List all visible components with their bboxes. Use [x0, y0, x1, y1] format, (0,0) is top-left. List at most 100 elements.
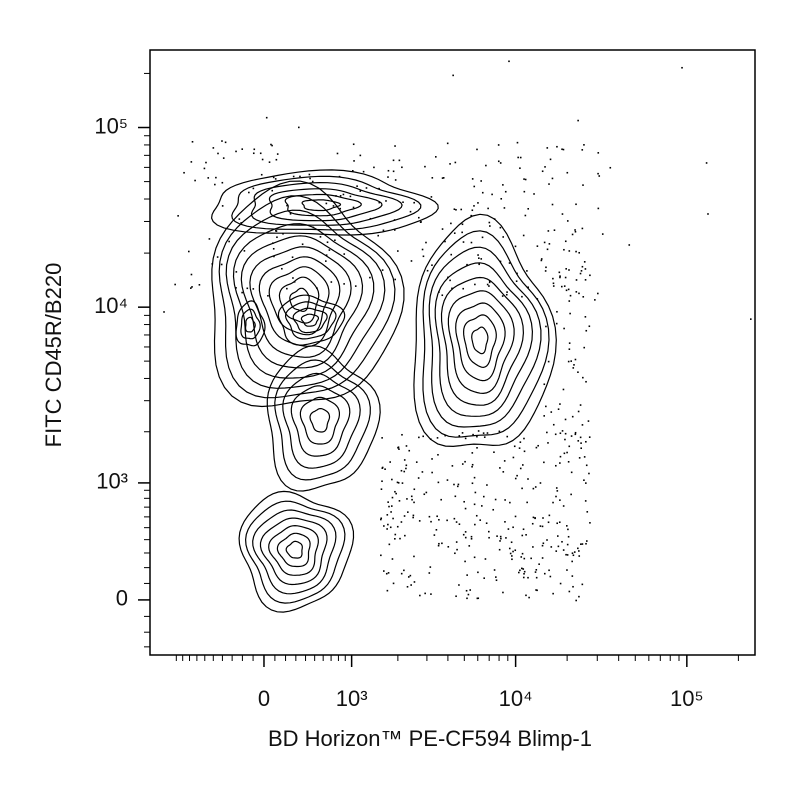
event-dot: [503, 207, 506, 209]
contour-line: [210, 169, 439, 236]
event-dot: [378, 201, 381, 204]
event-dot: [235, 287, 237, 289]
event-dot: [423, 493, 426, 496]
event-dot: [567, 535, 570, 538]
event-dot: [391, 496, 394, 499]
contour-line: [284, 193, 362, 217]
event-dot: [325, 202, 328, 205]
event-dot: [389, 461, 391, 463]
contour-line: [266, 345, 381, 492]
y-tick-label: 10⁴: [94, 293, 128, 318]
event-dot: [400, 521, 403, 523]
event-dot: [454, 495, 457, 498]
event-dot: [455, 541, 458, 543]
event-dot: [582, 184, 584, 186]
plot-frame: [149, 49, 756, 656]
event-dot: [585, 542, 587, 545]
event-dot: [385, 572, 388, 575]
event-dot: [286, 287, 288, 290]
event-dot: [522, 568, 525, 570]
event-dot: [208, 238, 211, 240]
event-dot: [535, 576, 538, 579]
contour-line: [276, 532, 311, 568]
event-dot: [525, 534, 527, 536]
event-dot: [384, 468, 386, 471]
event-dot: [609, 166, 612, 169]
event-dot: [410, 495, 413, 498]
event-dot: [228, 240, 230, 243]
event-dot: [393, 229, 396, 231]
event-dot: [480, 258, 483, 260]
event-dot: [433, 534, 436, 536]
event-dot: [589, 274, 591, 277]
event-dot: [562, 549, 565, 551]
event-dot: [526, 501, 528, 504]
event-dot: [272, 247, 275, 250]
event-dot: [539, 482, 542, 484]
event-dot: [467, 593, 470, 596]
event-dot: [356, 185, 358, 187]
event-dot: [563, 285, 566, 287]
event-dot: [549, 575, 552, 578]
event-dot: [515, 280, 518, 283]
event-dot: [396, 525, 399, 528]
event-dot: [559, 275, 561, 277]
contour-line: [300, 313, 319, 327]
contour-line: [290, 385, 351, 457]
event-dot: [519, 156, 522, 159]
event-dot: [267, 294, 269, 297]
event-dot: [241, 291, 243, 294]
event-dot: [437, 453, 439, 456]
event-dot: [563, 248, 565, 251]
event-dot: [584, 279, 587, 281]
event-dot: [451, 465, 454, 467]
event-dot: [270, 143, 272, 146]
event-dot: [502, 184, 504, 186]
contour-line: [225, 209, 386, 389]
event-dot: [505, 293, 508, 296]
event-dot: [471, 463, 474, 466]
x-tick-label: 10⁵: [670, 686, 704, 711]
event-dot: [534, 571, 537, 573]
event-dot: [555, 550, 558, 552]
event-dot: [485, 522, 488, 525]
event-dot: [311, 180, 314, 183]
event-dot: [461, 223, 464, 226]
contour-line: [471, 326, 489, 355]
event-dot: [505, 537, 507, 539]
event-dot: [579, 272, 582, 275]
event-dot: [476, 148, 478, 151]
event-dot: [531, 522, 534, 525]
event-dot: [216, 256, 219, 258]
event-dot: [556, 145, 558, 148]
event-dot: [292, 277, 294, 279]
event-dot: [523, 190, 526, 193]
event-dot: [235, 271, 238, 273]
event-dot: [581, 424, 584, 426]
event-dot: [566, 451, 568, 454]
event-dot: [552, 423, 555, 426]
event-dot: [562, 148, 565, 151]
event-dot: [514, 515, 517, 518]
event-dot: [559, 276, 561, 279]
event-dot: [545, 266, 547, 269]
contour-line: [218, 195, 396, 399]
event-dot: [574, 358, 577, 361]
event-dot: [394, 538, 396, 540]
event-dot: [470, 537, 473, 540]
event-dot: [584, 268, 587, 270]
contour-line: [309, 408, 331, 433]
event-dot: [281, 267, 283, 270]
event-dot: [421, 248, 424, 251]
event-dot: [584, 316, 587, 318]
event-dot: [401, 482, 404, 484]
event-dot: [578, 251, 581, 254]
event-dot: [523, 570, 526, 573]
event-dot: [585, 380, 587, 383]
event-dot: [573, 551, 576, 553]
event-dot: [429, 566, 432, 568]
event-dot: [272, 176, 275, 179]
event-dot: [564, 418, 567, 421]
event-dot: [332, 205, 335, 207]
event-dot: [334, 239, 336, 242]
